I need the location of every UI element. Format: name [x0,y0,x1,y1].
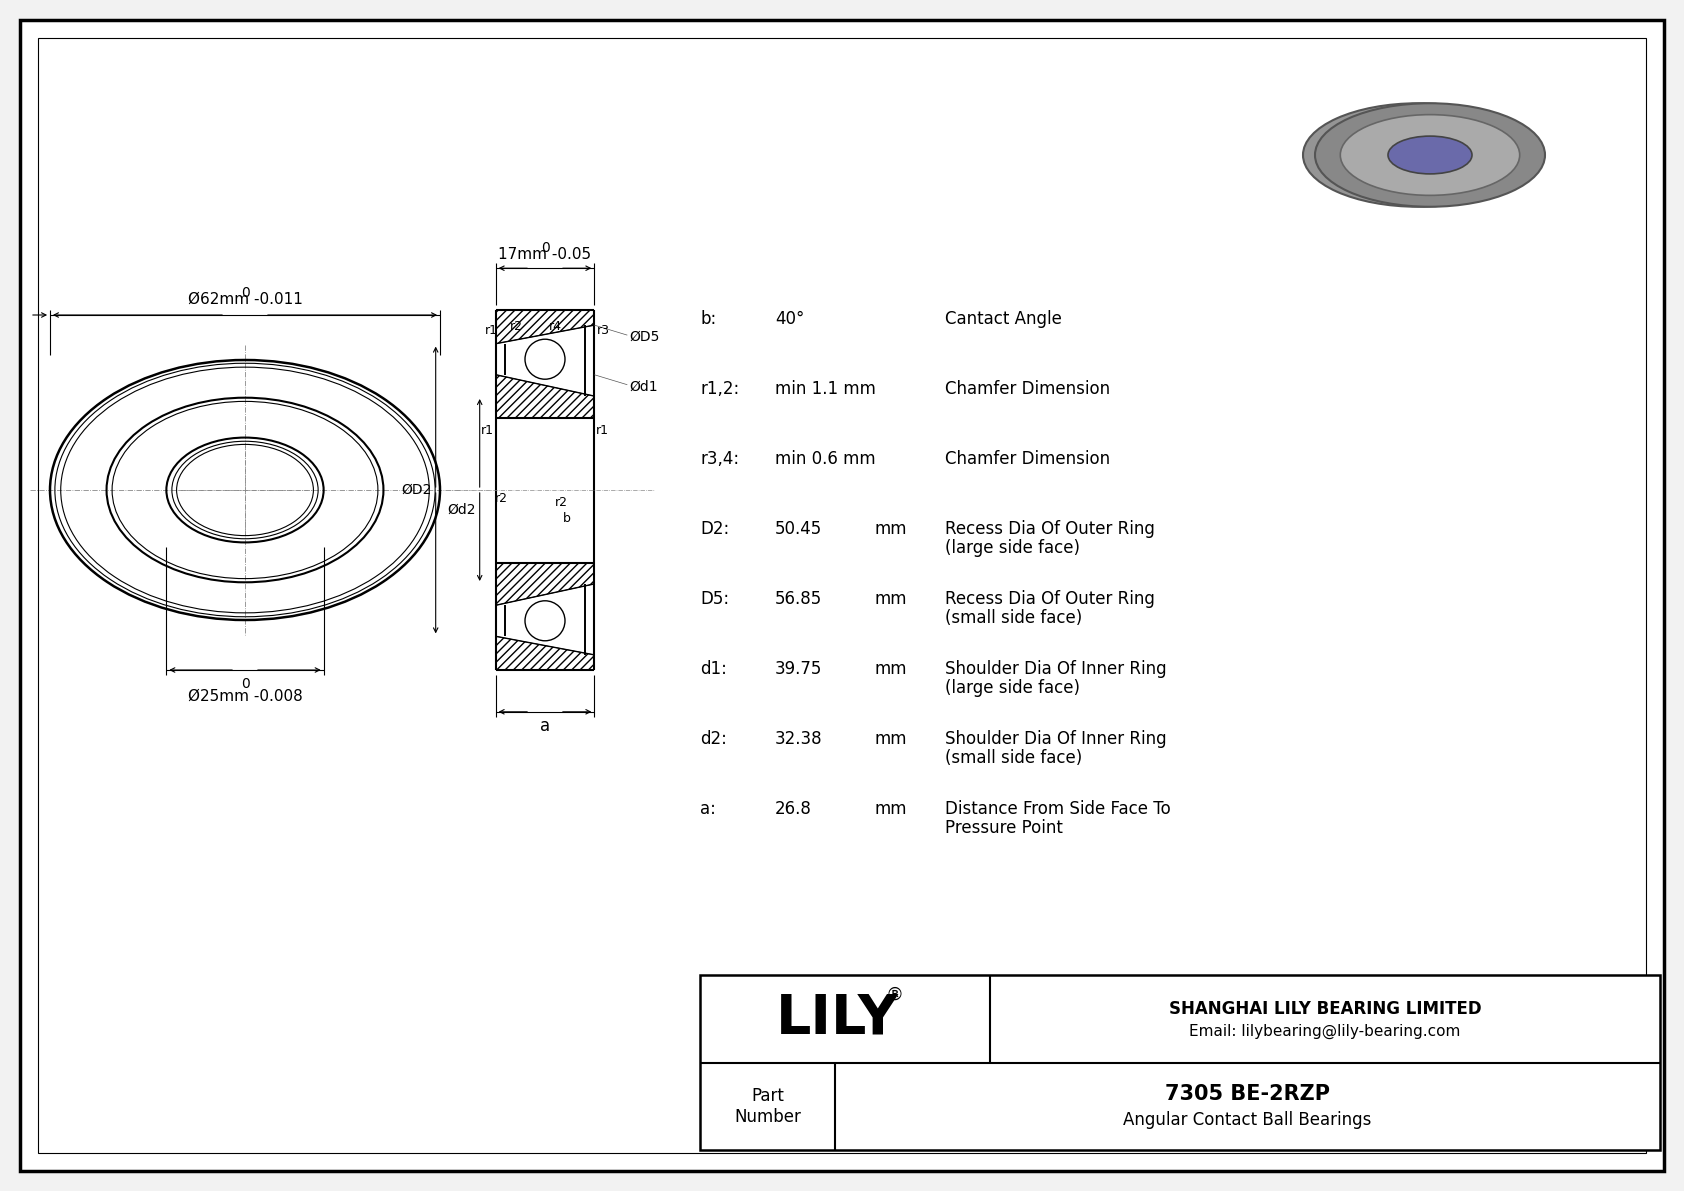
Ellipse shape [1376,136,1460,174]
Text: mm: mm [876,730,908,748]
Text: Shoulder Dia Of Inner Ring: Shoulder Dia Of Inner Ring [945,730,1167,748]
Ellipse shape [1315,104,1544,207]
Text: mm: mm [876,520,908,538]
Text: Recess Dia Of Outer Ring: Recess Dia Of Outer Ring [945,590,1155,607]
Text: SHANGHAI LILY BEARING LIMITED: SHANGHAI LILY BEARING LIMITED [1169,999,1482,1018]
Text: Ød1: Ød1 [630,380,658,394]
Circle shape [525,600,566,641]
Text: b: b [562,511,571,524]
Ellipse shape [1388,136,1472,174]
Text: d1:: d1: [701,660,727,678]
Text: Ø25mm -0.008: Ø25mm -0.008 [187,688,303,704]
Text: Chamfer Dimension: Chamfer Dimension [945,450,1110,468]
Text: Pressure Point: Pressure Point [945,819,1063,837]
Text: r2: r2 [556,495,568,509]
Text: Shoulder Dia Of Inner Ring: Shoulder Dia Of Inner Ring [945,660,1167,678]
Text: min 1.1 mm: min 1.1 mm [775,380,876,398]
Text: D5:: D5: [701,590,729,607]
Text: r3: r3 [598,324,610,337]
Text: r1: r1 [480,424,493,436]
Text: Chamfer Dimension: Chamfer Dimension [945,380,1110,398]
Text: (small side face): (small side face) [945,609,1083,626]
Text: Recess Dia Of Outer Ring: Recess Dia Of Outer Ring [945,520,1155,538]
Text: mm: mm [876,590,908,607]
Text: b:: b: [701,310,716,328]
Text: D2:: D2: [701,520,729,538]
Text: r2: r2 [510,320,522,333]
Circle shape [525,339,566,379]
Text: d2:: d2: [701,730,727,748]
Text: Ød2: Ød2 [448,503,475,517]
Text: r1: r1 [596,424,610,436]
Text: r1: r1 [485,324,498,337]
Text: (large side face): (large side face) [945,679,1079,697]
Text: 32.38: 32.38 [775,730,822,748]
Text: Angular Contact Ball Bearings: Angular Contact Ball Bearings [1123,1111,1372,1129]
Text: Part
Number: Part Number [734,1087,802,1125]
Text: 26.8: 26.8 [775,800,812,818]
Text: r1,2:: r1,2: [701,380,739,398]
Text: 50.45: 50.45 [775,520,822,538]
Text: r3,4:: r3,4: [701,450,739,468]
Text: Email: lilybearing@lily-bearing.com: Email: lilybearing@lily-bearing.com [1189,1024,1460,1040]
Text: (large side face): (large side face) [945,540,1079,557]
Text: 7305 BE-2RZP: 7305 BE-2RZP [1165,1084,1330,1104]
Text: (small side face): (small side face) [945,749,1083,767]
Text: 0: 0 [541,242,549,255]
Text: LILY: LILY [776,992,899,1046]
Text: min 0.6 mm: min 0.6 mm [775,450,876,468]
Text: 40°: 40° [775,310,805,328]
Text: 39.75: 39.75 [775,660,822,678]
Text: a:: a: [701,800,716,818]
Bar [701,975,1660,1151]
Text: mm: mm [876,660,908,678]
Text: 17mm -0.05: 17mm -0.05 [498,248,591,262]
Text: Distance From Side Face To: Distance From Side Face To [945,800,1170,818]
Text: 0: 0 [241,286,249,300]
Ellipse shape [1388,136,1472,174]
Text: a: a [541,717,551,735]
Text: mm: mm [876,800,908,818]
Text: ØD2: ØD2 [401,484,431,497]
Text: r2: r2 [495,492,507,505]
Text: 0: 0 [241,676,249,691]
Text: ØD5: ØD5 [630,330,660,344]
Text: Ø62mm -0.011: Ø62mm -0.011 [187,292,303,307]
Text: r4: r4 [549,320,562,333]
Ellipse shape [1340,114,1519,195]
Text: 56.85: 56.85 [775,590,822,607]
Text: ®: ® [886,986,904,1004]
Ellipse shape [1303,104,1532,207]
Text: Cantact Angle: Cantact Angle [945,310,1063,328]
